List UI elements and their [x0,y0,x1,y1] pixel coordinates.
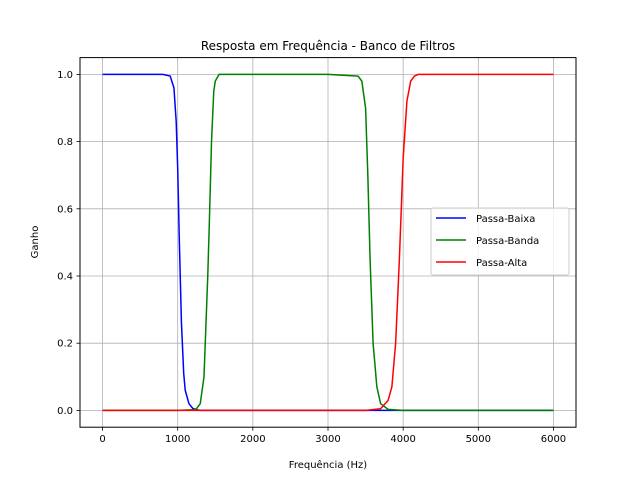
x-axis-label: Frequência (Hz) [289,459,367,471]
chart-title: Resposta em Frequência - Banco de Filtro… [201,39,455,53]
legend-label: Passa-Alta [476,258,527,269]
x-tick-label: 0 [99,434,105,445]
y-axis-ticks: 0.0 0.2 0.4 0.6 0.8 1.0 [57,70,80,417]
y-axis-label: Ganho [30,226,41,259]
series-line-passa-banda [102,73,554,412]
x-tick-label: 1000 [165,434,190,445]
x-tick-label: 6000 [541,434,566,445]
series-lines [102,73,554,412]
x-tick-label: 3000 [315,434,340,445]
y-tick-label: 0.6 [57,204,73,215]
legend-label: Passa-Baixa [476,214,535,225]
x-tick-label: 5000 [466,434,491,445]
y-tick-label: 1.0 [57,70,73,81]
x-axis-ticks: 0 1000 2000 3000 4000 5000 6000 [99,427,566,445]
y-tick-label: 0.2 [57,339,73,350]
y-tick-label: 0.0 [57,406,73,417]
x-tick-label: 2000 [240,434,265,445]
legend-label: Passa-Banda [476,236,539,247]
legend: Passa-Baixa Passa-Banda Passa-Alta [430,207,570,276]
x-tick-label: 4000 [390,434,415,445]
y-tick-label: 0.4 [57,272,73,283]
y-tick-label: 0.8 [57,137,73,148]
legend-box [430,207,570,276]
series-line-passa-alta [102,73,554,412]
